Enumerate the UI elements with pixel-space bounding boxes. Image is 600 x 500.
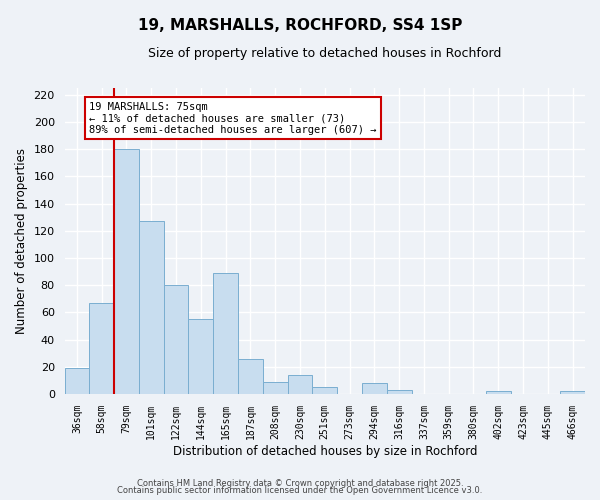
Bar [362,383,387,394]
Bar [164,285,188,394]
Bar [263,382,287,394]
Bar [387,390,412,394]
Bar [486,392,511,394]
Bar [238,358,263,394]
Bar [560,392,585,394]
Bar [65,368,89,394]
Text: Contains HM Land Registry data © Crown copyright and database right 2025.: Contains HM Land Registry data © Crown c… [137,478,463,488]
Text: 19 MARSHALLS: 75sqm
← 11% of detached houses are smaller (73)
89% of semi-detach: 19 MARSHALLS: 75sqm ← 11% of detached ho… [89,102,377,135]
Bar [287,375,313,394]
Text: Contains public sector information licensed under the Open Government Licence v3: Contains public sector information licen… [118,486,482,495]
Bar [139,222,164,394]
Bar [89,303,114,394]
Text: 19, MARSHALLS, ROCHFORD, SS4 1SP: 19, MARSHALLS, ROCHFORD, SS4 1SP [138,18,462,32]
Bar [213,273,238,394]
Bar [114,149,139,394]
X-axis label: Distribution of detached houses by size in Rochford: Distribution of detached houses by size … [173,444,477,458]
Y-axis label: Number of detached properties: Number of detached properties [15,148,28,334]
Title: Size of property relative to detached houses in Rochford: Size of property relative to detached ho… [148,48,502,60]
Bar [188,319,213,394]
Bar [313,387,337,394]
